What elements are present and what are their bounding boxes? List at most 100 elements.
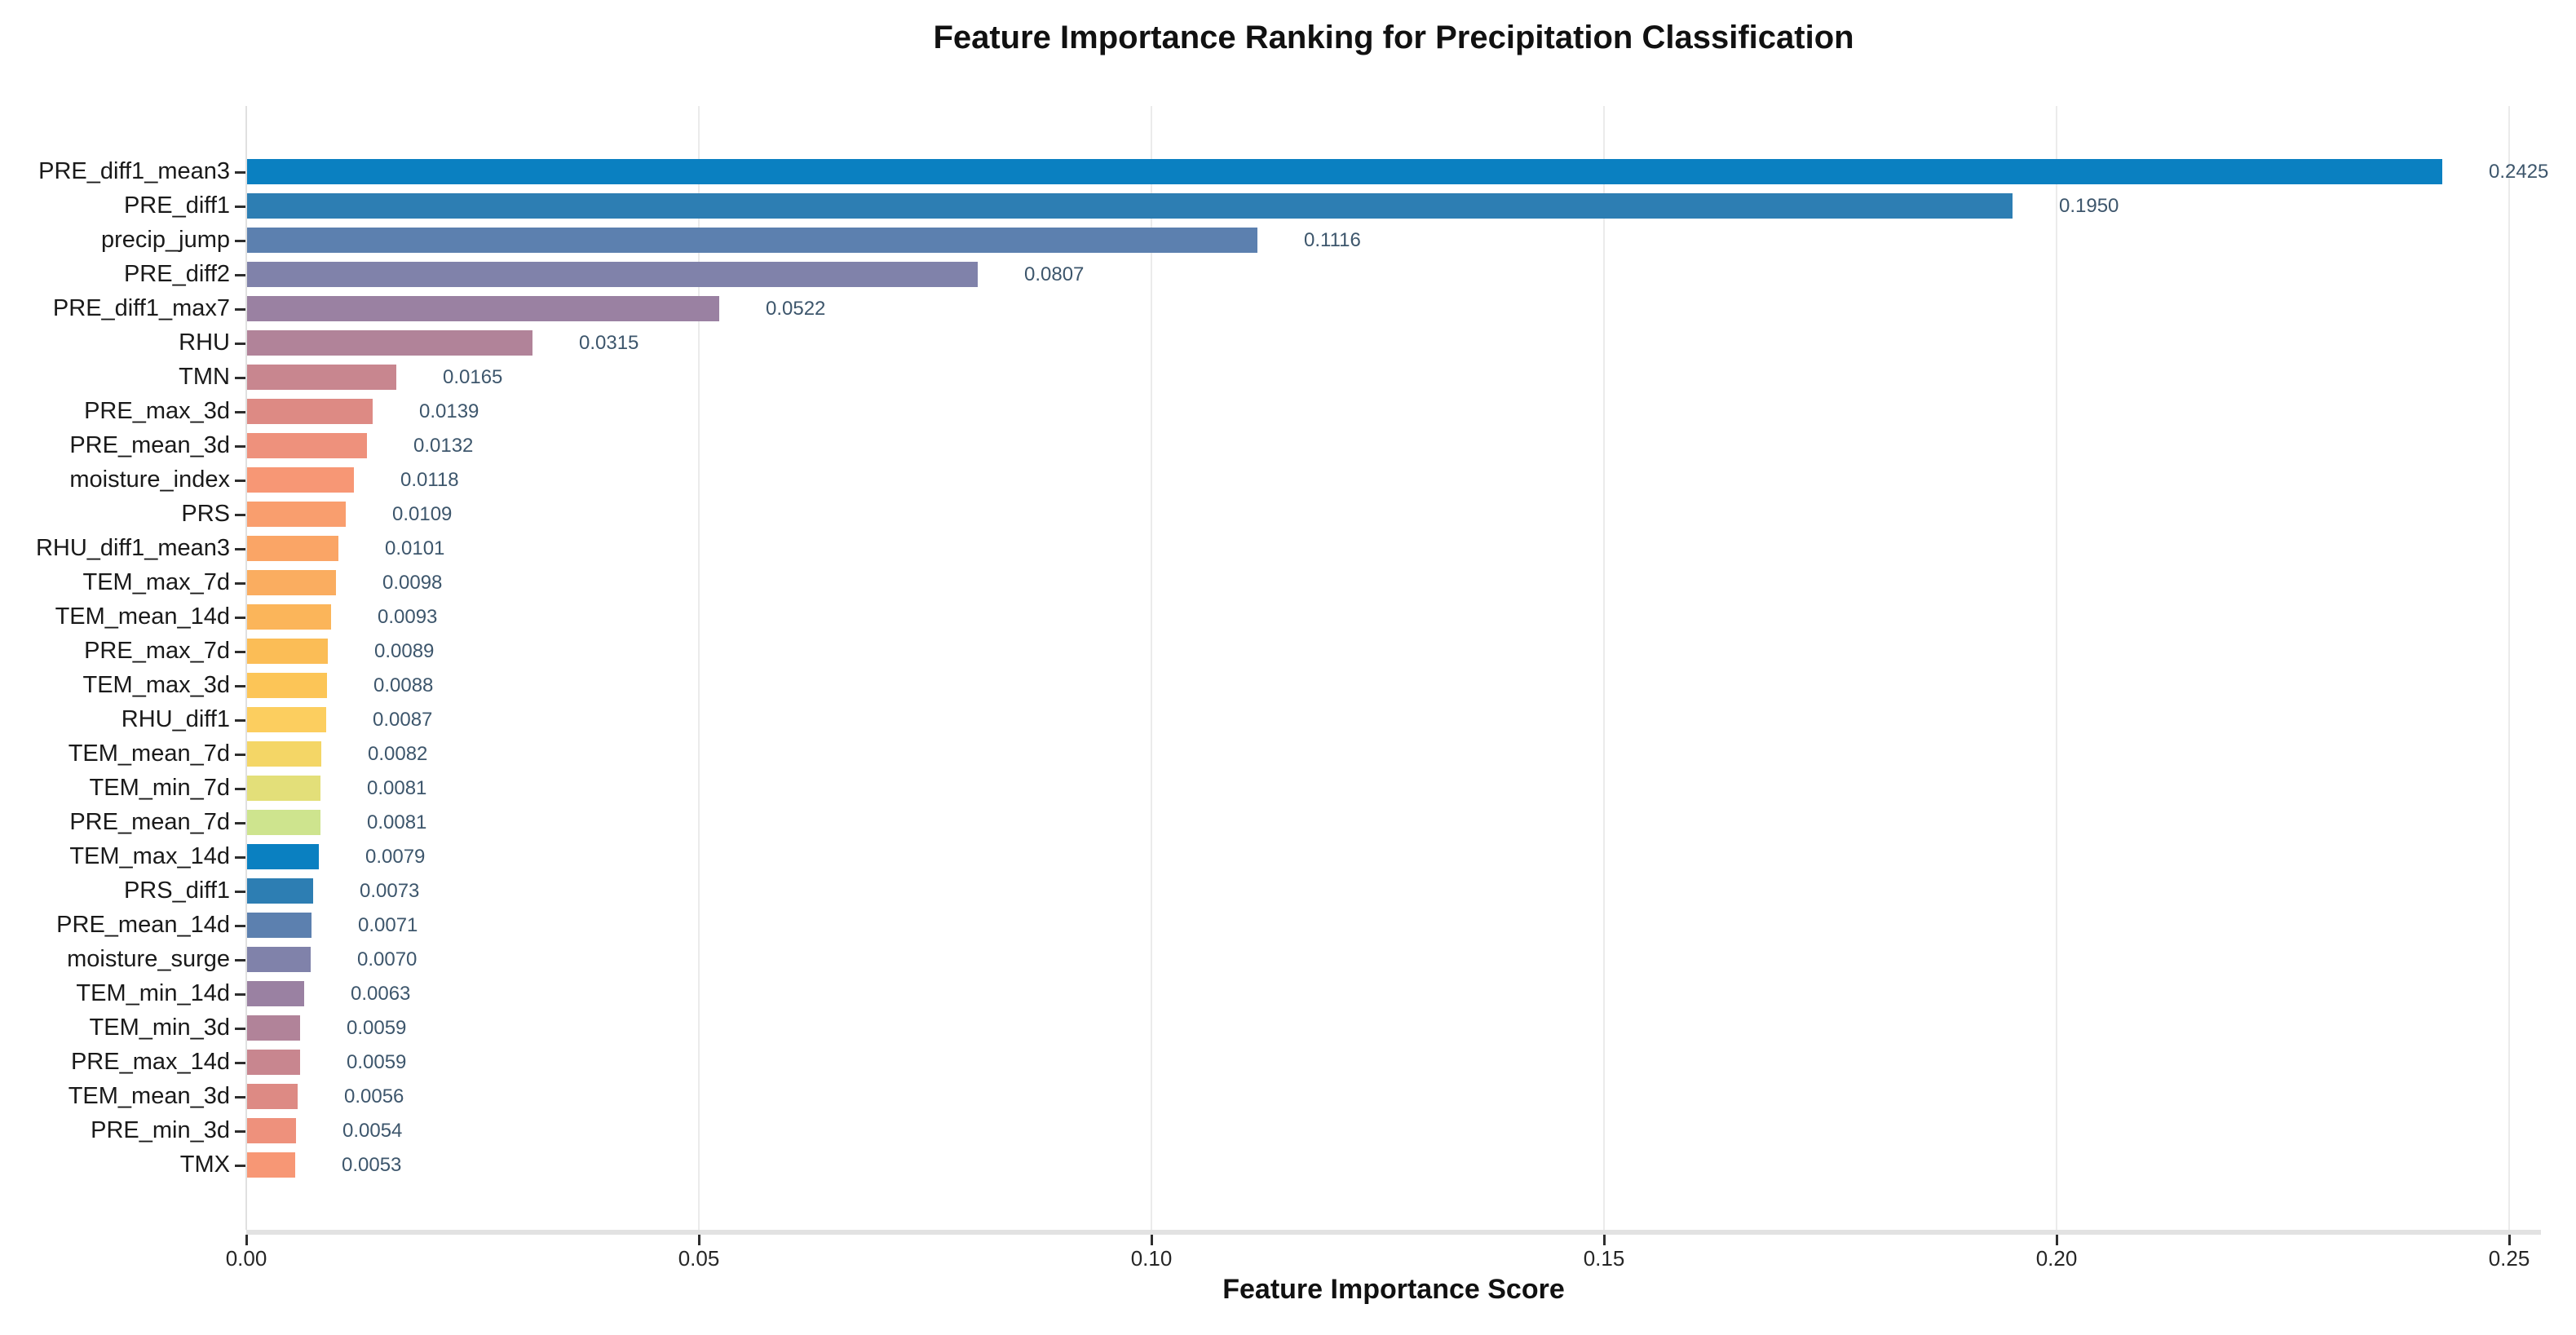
bar-value-label: 0.0315 <box>579 332 639 354</box>
y-tick-label: TEM_min_14d <box>76 980 230 1006</box>
y-tick-label: PRE_max_14d <box>70 1049 230 1075</box>
bar-value-label: 0.0089 <box>374 640 435 662</box>
bar-value-label: 0.0071 <box>358 914 418 936</box>
y-tick-label: TEM_mean_14d <box>55 603 230 630</box>
y-tick-mark <box>235 514 245 516</box>
bar-value-label: 0.0522 <box>766 298 826 320</box>
bar-value-label: 0.0081 <box>367 777 427 799</box>
y-tick-label: PRE_diff1_max7 <box>52 295 230 321</box>
y-tick-mark <box>235 1130 245 1133</box>
bar-value-label: 0.0070 <box>357 948 418 970</box>
y-tick-label: TEM_max_14d <box>69 843 230 869</box>
bar-value-label: 0.0087 <box>373 709 433 731</box>
y-tick-label: TEM_max_3d <box>82 672 230 698</box>
x-tick-mark <box>698 1235 700 1245</box>
y-tick-label: PRE_max_3d <box>84 398 230 424</box>
y-tick-mark <box>235 754 245 756</box>
y-tick-label: PRE_diff2 <box>123 261 230 287</box>
bar <box>247 262 978 287</box>
y-tick-mark <box>235 240 245 242</box>
bar <box>247 947 311 972</box>
y-tick-mark <box>235 1165 245 1167</box>
y-tick-mark <box>235 308 245 311</box>
y-tick-label: moisture_surge <box>67 946 230 972</box>
bar-value-label: 0.0082 <box>368 743 428 765</box>
y-tick-label: TEM_min_7d <box>89 775 230 801</box>
x-tick-label: 0.05 <box>678 1246 720 1271</box>
gridline <box>1603 106 1605 1230</box>
bar <box>247 296 719 321</box>
x-axis-label: Feature Importance Score <box>1222 1274 1565 1305</box>
y-tick-mark <box>235 274 245 276</box>
y-tick-mark <box>235 582 245 585</box>
bar-value-label: 0.0109 <box>392 503 453 525</box>
bar-value-label: 0.0101 <box>385 537 445 559</box>
bar <box>247 810 320 835</box>
bar <box>247 707 326 732</box>
bar-value-label: 0.0165 <box>443 366 503 388</box>
bar <box>247 878 313 904</box>
bar-value-label: 0.0073 <box>360 880 420 902</box>
bar-value-label: 0.2425 <box>2489 161 2549 183</box>
bar <box>247 502 346 527</box>
y-tick-label: PRE_mean_7d <box>69 809 230 835</box>
y-tick-mark <box>235 377 245 379</box>
y-tick-mark <box>235 1028 245 1030</box>
y-tick-label: TMN <box>179 364 230 390</box>
y-tick-label: RHU <box>179 329 230 356</box>
bar-value-label: 0.0081 <box>367 811 427 833</box>
bar-value-label: 0.0079 <box>365 846 426 868</box>
bar-value-label: 0.0088 <box>373 674 434 696</box>
y-tick-mark <box>235 856 245 859</box>
y-tick-mark <box>235 548 245 550</box>
bar <box>247 570 336 595</box>
y-tick-label: TEM_mean_3d <box>68 1083 230 1109</box>
bar <box>247 844 319 869</box>
bar-value-label: 0.0093 <box>378 606 438 628</box>
y-tick-mark <box>235 343 245 345</box>
y-tick-label: PRS_diff1 <box>123 877 230 904</box>
gridline <box>2056 106 2057 1230</box>
x-tick-mark <box>1151 1235 1153 1245</box>
y-tick-label: TEM_min_3d <box>89 1015 230 1041</box>
bar-value-label: 0.0053 <box>342 1154 402 1176</box>
y-tick-mark <box>235 1062 245 1064</box>
y-tick-mark <box>235 411 245 413</box>
bar-value-label: 0.0118 <box>400 469 459 491</box>
y-tick-mark <box>235 617 245 619</box>
bar <box>247 433 367 458</box>
y-tick-mark <box>235 1096 245 1099</box>
bar <box>247 776 320 801</box>
x-tick-mark <box>245 1235 248 1245</box>
y-tick-mark <box>235 480 245 482</box>
bar <box>247 399 373 424</box>
y-tick-label: TMX <box>179 1152 230 1178</box>
y-tick-mark <box>235 959 245 961</box>
chart-title: Feature Importance Ranking for Precipita… <box>933 20 1854 55</box>
bar <box>247 159 2442 184</box>
bar <box>247 913 312 938</box>
bar <box>247 467 354 493</box>
y-tick-label: PRE_max_7d <box>84 638 230 664</box>
bar-value-label: 0.1116 <box>1304 229 1361 251</box>
y-tick-mark <box>235 891 245 893</box>
gridline <box>2508 106 2510 1230</box>
y-tick-label: PRE_diff1_mean3 <box>38 158 230 184</box>
x-axis-spine <box>246 1230 2541 1235</box>
y-tick-label: RHU_diff1 <box>121 706 230 732</box>
bar-value-label: 0.0098 <box>382 572 443 594</box>
y-tick-mark <box>235 651 245 653</box>
bar-value-label: 0.0054 <box>342 1120 403 1142</box>
y-tick-mark <box>235 206 245 208</box>
bar-value-label: 0.0139 <box>419 400 479 422</box>
y-tick-label: TEM_mean_7d <box>68 740 230 767</box>
y-tick-mark <box>235 685 245 687</box>
y-tick-mark <box>235 925 245 927</box>
plot-area: PRE_diff1_mean3 0.2425 PRE_diff1 0.1950 prec… <box>36 106 2548 1271</box>
bar <box>247 330 532 356</box>
x-tick-mark <box>1603 1235 1606 1245</box>
bar-value-label: 0.0059 <box>347 1051 407 1073</box>
y-tick-mark <box>235 993 245 996</box>
y-axis-spine <box>245 106 247 1230</box>
x-tick-mark <box>2056 1235 2058 1245</box>
